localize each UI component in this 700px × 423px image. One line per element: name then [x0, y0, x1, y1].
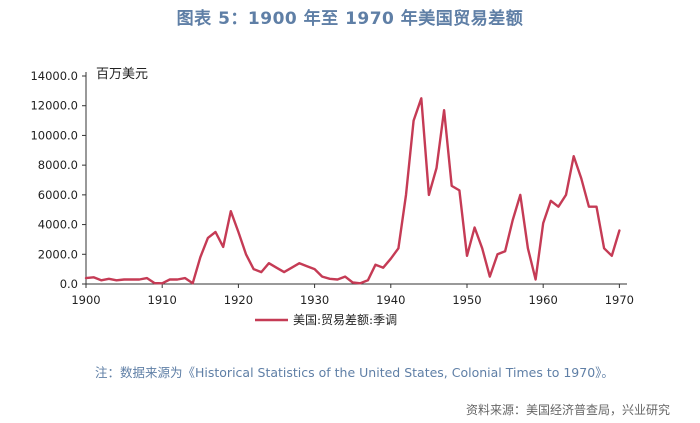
y-unit-label: 百万美元 — [96, 67, 148, 82]
legend: 美国:贸易差额:季调 — [255, 313, 397, 327]
x-tick-label: 1940 — [376, 293, 405, 307]
y-tick-label: 8000.0 — [38, 158, 78, 172]
y-tick-label: 2000.0 — [38, 247, 78, 261]
y-tick-label: 14000.0 — [30, 69, 78, 83]
x-tick-label: 1910 — [148, 293, 177, 307]
y-tick-label: 0.0 — [60, 277, 78, 291]
x-tick-label: 1950 — [452, 293, 481, 307]
y-tick-label: 10000.0 — [30, 128, 78, 142]
footnote: 注：数据来源为《Historical Statistics of the Uni… — [95, 365, 614, 380]
y-tick-label: 4000.0 — [38, 218, 78, 232]
x-tick-label: 1970 — [605, 293, 634, 307]
x-tick-label: 1960 — [529, 293, 558, 307]
series-line — [84, 97, 621, 285]
plot-area — [84, 97, 621, 285]
axes: 0.0 2000.0 4000.0 6000.0 8000.0 10000.0 12000.… — [30, 69, 634, 307]
x-tick-label: 1900 — [71, 293, 100, 307]
y-tick-label: 12000.0 — [30, 99, 78, 113]
legend-label: 美国:贸易差额:季调 — [293, 313, 397, 327]
source-text: 资料来源：美国经济普查局，兴业研究 — [465, 403, 670, 417]
y-tick-label: 6000.0 — [38, 188, 78, 202]
x-tick-label: 1930 — [300, 293, 329, 307]
chart-title: 图表 5：1900 年至 1970 年美国贸易差额 — [176, 9, 524, 29]
x-tick-label: 1920 — [224, 293, 253, 307]
